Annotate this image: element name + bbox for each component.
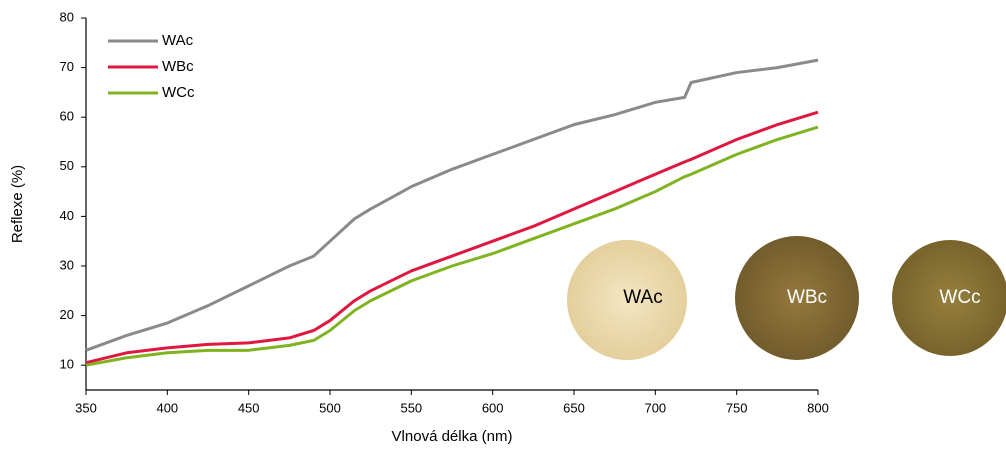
data-line — [86, 112, 818, 362]
y-tick-label: 10 — [60, 357, 74, 372]
page: WAc WBc WCc Vlnová délka (nm) Reflexe (%… — [0, 0, 1006, 450]
x-tick-label: 400 — [156, 400, 178, 415]
legend-label: WCc — [162, 84, 195, 101]
x-tick-label: 550 — [400, 400, 422, 415]
data-line — [86, 60, 818, 350]
cookie-label: WCc — [939, 287, 980, 308]
chart: WAc WBc WCc Vlnová délka (nm) Reflexe (%… — [0, 0, 1006, 450]
x-tick-label: 750 — [726, 400, 748, 415]
x-tick-label: 800 — [807, 400, 829, 415]
x-tick-label: 500 — [319, 400, 341, 415]
x-axis-label: Vlnová délka (nm) — [392, 428, 513, 445]
y-axis-label: Reflexe (%) — [9, 165, 26, 243]
y-tick-label: 60 — [60, 109, 74, 124]
x-tick-label: 650 — [563, 400, 585, 415]
y-tick-label: 30 — [60, 257, 74, 272]
x-tick-label: 450 — [238, 400, 260, 415]
y-tick-label: 70 — [60, 59, 74, 74]
x-tick-label: 350 — [75, 400, 97, 415]
x-tick-label: 600 — [482, 400, 504, 415]
cookie-label: WAc — [623, 287, 662, 308]
y-tick-label: 80 — [60, 9, 74, 24]
y-tick-label: 20 — [60, 307, 74, 322]
data-line — [86, 127, 818, 365]
y-tick-label: 40 — [60, 208, 74, 223]
x-tick-label: 700 — [644, 400, 666, 415]
legend-label: WBc — [162, 58, 194, 75]
y-tick-label: 50 — [60, 158, 74, 173]
cookie-label: WBc — [787, 287, 827, 308]
legend-label: WAc — [162, 32, 194, 49]
